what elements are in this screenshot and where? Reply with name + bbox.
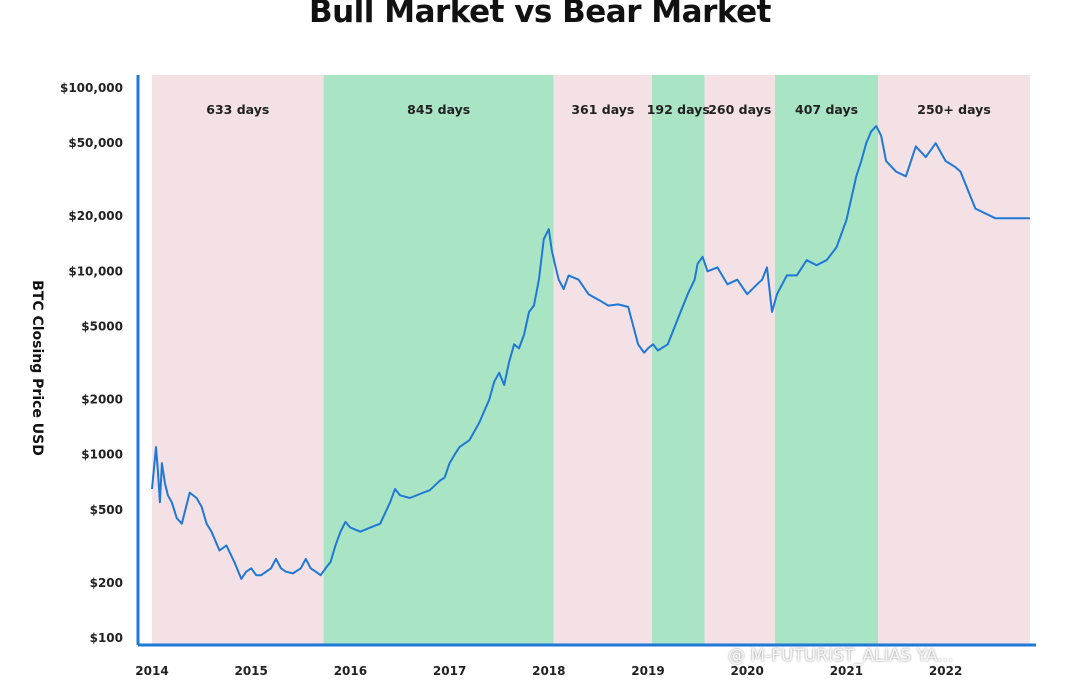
y-tick-label-1: $50,000: [68, 136, 123, 150]
x-tick-label-3: 2017: [433, 664, 466, 678]
bull-region-3: [651, 75, 705, 645]
bear-region-2: [553, 75, 652, 645]
region-label-6: 250+ days: [917, 102, 991, 117]
y-tick-label-5: $2000: [81, 392, 123, 406]
bear-region-0: [152, 75, 324, 645]
x-tick-label-2: 2016: [334, 664, 367, 678]
x-tick-label-5: 2019: [631, 664, 664, 678]
region-label-0: 633 days: [206, 102, 269, 117]
y-tick-label-0: $100,000: [60, 81, 123, 95]
axes: [136, 75, 1036, 647]
y-tick-label-9: $100: [90, 631, 123, 645]
x-axis-ticks: 2014 2015 2016 2017 2018 2019 2020 2021 2022: [135, 664, 962, 678]
y-axis-ticks: $100,000 $50,000 $20,000 $10,000 $5000 $2000 $…: [60, 81, 123, 645]
price-series: [151, 125, 1030, 580]
y-tick-label-6: $1000: [81, 448, 123, 462]
bull-region-1: [323, 75, 554, 645]
y-tick-label-8: $200: [90, 576, 123, 590]
y-tick-label-4: $5000: [81, 320, 123, 334]
watermark-text: @ M-FUTURIST_ALIAS YA...: [728, 646, 954, 666]
region-label-4: 260 days: [708, 102, 771, 117]
bull-region-5: [774, 75, 879, 645]
y-tick-label-2: $20,000: [68, 209, 123, 223]
x-tick-label-4: 2018: [532, 664, 565, 678]
x-tick-label-0: 2014: [135, 664, 168, 678]
x-tick-label-7: 2021: [830, 664, 863, 678]
x-tick-label-1: 2015: [234, 664, 267, 678]
x-tick-label-8: 2022: [929, 664, 962, 678]
market-regions: [152, 75, 1030, 645]
y-tick-label-3: $10,000: [68, 264, 123, 278]
y-tick-label-7: $500: [90, 503, 123, 517]
chart-title: Bull Market vs Bear Market: [308, 0, 772, 30]
region-label-3: 192 days: [647, 102, 710, 117]
region-label-1: 845 days: [407, 102, 470, 117]
bear-region-6: [878, 75, 1030, 645]
region-label-5: 407 days: [795, 102, 858, 117]
region-label-2: 361 days: [571, 102, 634, 117]
bear-region-4: [704, 75, 775, 645]
x-tick-label-6: 2020: [730, 664, 763, 678]
btc-price-line: [151, 125, 1030, 580]
